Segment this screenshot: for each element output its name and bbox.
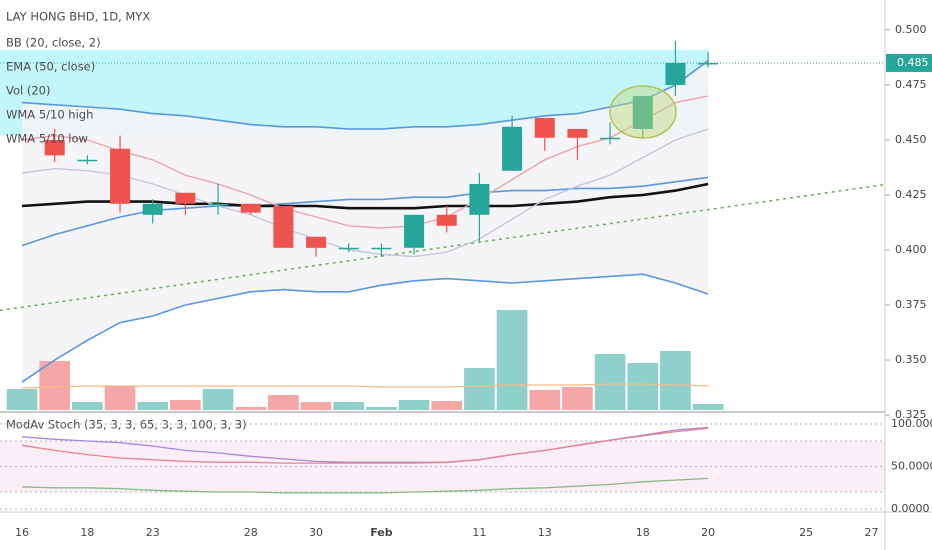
volume-bar [333, 402, 365, 410]
volume-bar [529, 390, 561, 410]
last-price-label: 0.485 [897, 56, 929, 69]
volume-bar [170, 400, 201, 410]
x-tick-label: 25 [799, 526, 813, 539]
candle-body [240, 203, 261, 213]
indicator-label: WMA 5/10 high [6, 108, 93, 122]
candle-body [436, 214, 457, 226]
volume-bar [431, 401, 463, 410]
y-tick-label: 0.325 [895, 408, 927, 421]
candle-body [600, 137, 621, 140]
volume-bar [660, 351, 691, 410]
x-tick-label: 18 [636, 526, 650, 539]
last-price-box [886, 53, 932, 72]
volume-bar [464, 368, 495, 410]
stoch-band [0, 441, 885, 493]
candle-body [175, 192, 196, 204]
candle-body [469, 183, 490, 215]
x-tick-label: 28 [244, 526, 258, 539]
y-tick-label: 0.375 [895, 298, 927, 311]
indicator-line [21, 60, 709, 130]
candle-body [404, 214, 425, 248]
stoch-line [21, 477, 709, 494]
chart-title: LAY HONG BHD, 1D, MYX [6, 10, 150, 24]
volume-bar [627, 363, 659, 410]
volume-bar [692, 404, 724, 410]
stoch-tick-label: 50.0000 [891, 460, 932, 473]
volume-bar [72, 402, 103, 410]
candle-body [632, 95, 653, 129]
highlight-ellipse [609, 85, 677, 139]
volume-bar [235, 407, 267, 410]
y-tick-label: 0.500 [895, 23, 927, 36]
indicator-label: WMA 5/10 low [6, 132, 88, 146]
indicator-line [21, 273, 709, 383]
volume-bar [594, 354, 626, 410]
y-tick-label: 0.425 [895, 188, 927, 201]
volume-bar [366, 407, 397, 410]
candle-body [44, 139, 65, 156]
candle-body [273, 206, 294, 248]
candle-body [534, 117, 555, 138]
x-tick-label: Feb [370, 526, 393, 539]
indicator-label: BB (20, close, 2) [6, 36, 101, 50]
volume-bar [137, 402, 169, 410]
indicator-line [21, 176, 709, 247]
volume-bar [6, 389, 38, 410]
candle-body [567, 128, 588, 138]
volume-ma [21, 383, 709, 389]
x-tick-label: 23 [146, 526, 160, 539]
x-tick-label: 16 [15, 526, 29, 539]
volume-bar [39, 361, 71, 410]
y-tick-label: 0.450 [895, 133, 927, 146]
volume-bar [398, 400, 430, 410]
volume-bar [300, 402, 332, 410]
indicator-label: Vol (20) [6, 84, 50, 98]
indicator-line [21, 95, 709, 229]
bb-fill [22, 60, 709, 383]
volume-bar [562, 387, 593, 410]
candle-body [371, 247, 392, 250]
x-tick-label: 18 [80, 526, 94, 539]
plot [0, 40, 886, 494]
candle-body [502, 126, 523, 171]
indicator-label: EMA (50, close) [6, 60, 95, 74]
candle-body [665, 62, 686, 85]
volume-bar [268, 395, 299, 410]
y-tick-label: 0.350 [895, 353, 927, 366]
x-tick-label: 27 [864, 526, 878, 539]
y-tick-label: 0.400 [895, 243, 927, 256]
indicator-line [21, 182, 709, 210]
volume-bar [496, 310, 528, 410]
volume-bar [202, 389, 234, 410]
candle-body [208, 203, 229, 206]
stoch-tick-label: 0.0000 [891, 502, 930, 515]
stoch-line [21, 427, 709, 464]
stoch-tick-label: 100.0000 [891, 417, 932, 430]
x-tick-label: 13 [538, 526, 552, 539]
candle-body [142, 203, 163, 215]
x-tick-label: 30 [309, 526, 323, 539]
candle-body [698, 62, 719, 65]
candle-body [338, 247, 359, 250]
x-tick-label: 11 [472, 526, 486, 539]
x-tick-label: 20 [701, 526, 715, 539]
y-tick-label: 0.475 [895, 78, 927, 91]
trendline [0, 183, 886, 312]
candle-body [77, 159, 98, 162]
candle-body [306, 236, 327, 248]
volume-bar [104, 386, 136, 410]
indicator-line [21, 128, 709, 258]
candle-body [110, 148, 131, 204]
